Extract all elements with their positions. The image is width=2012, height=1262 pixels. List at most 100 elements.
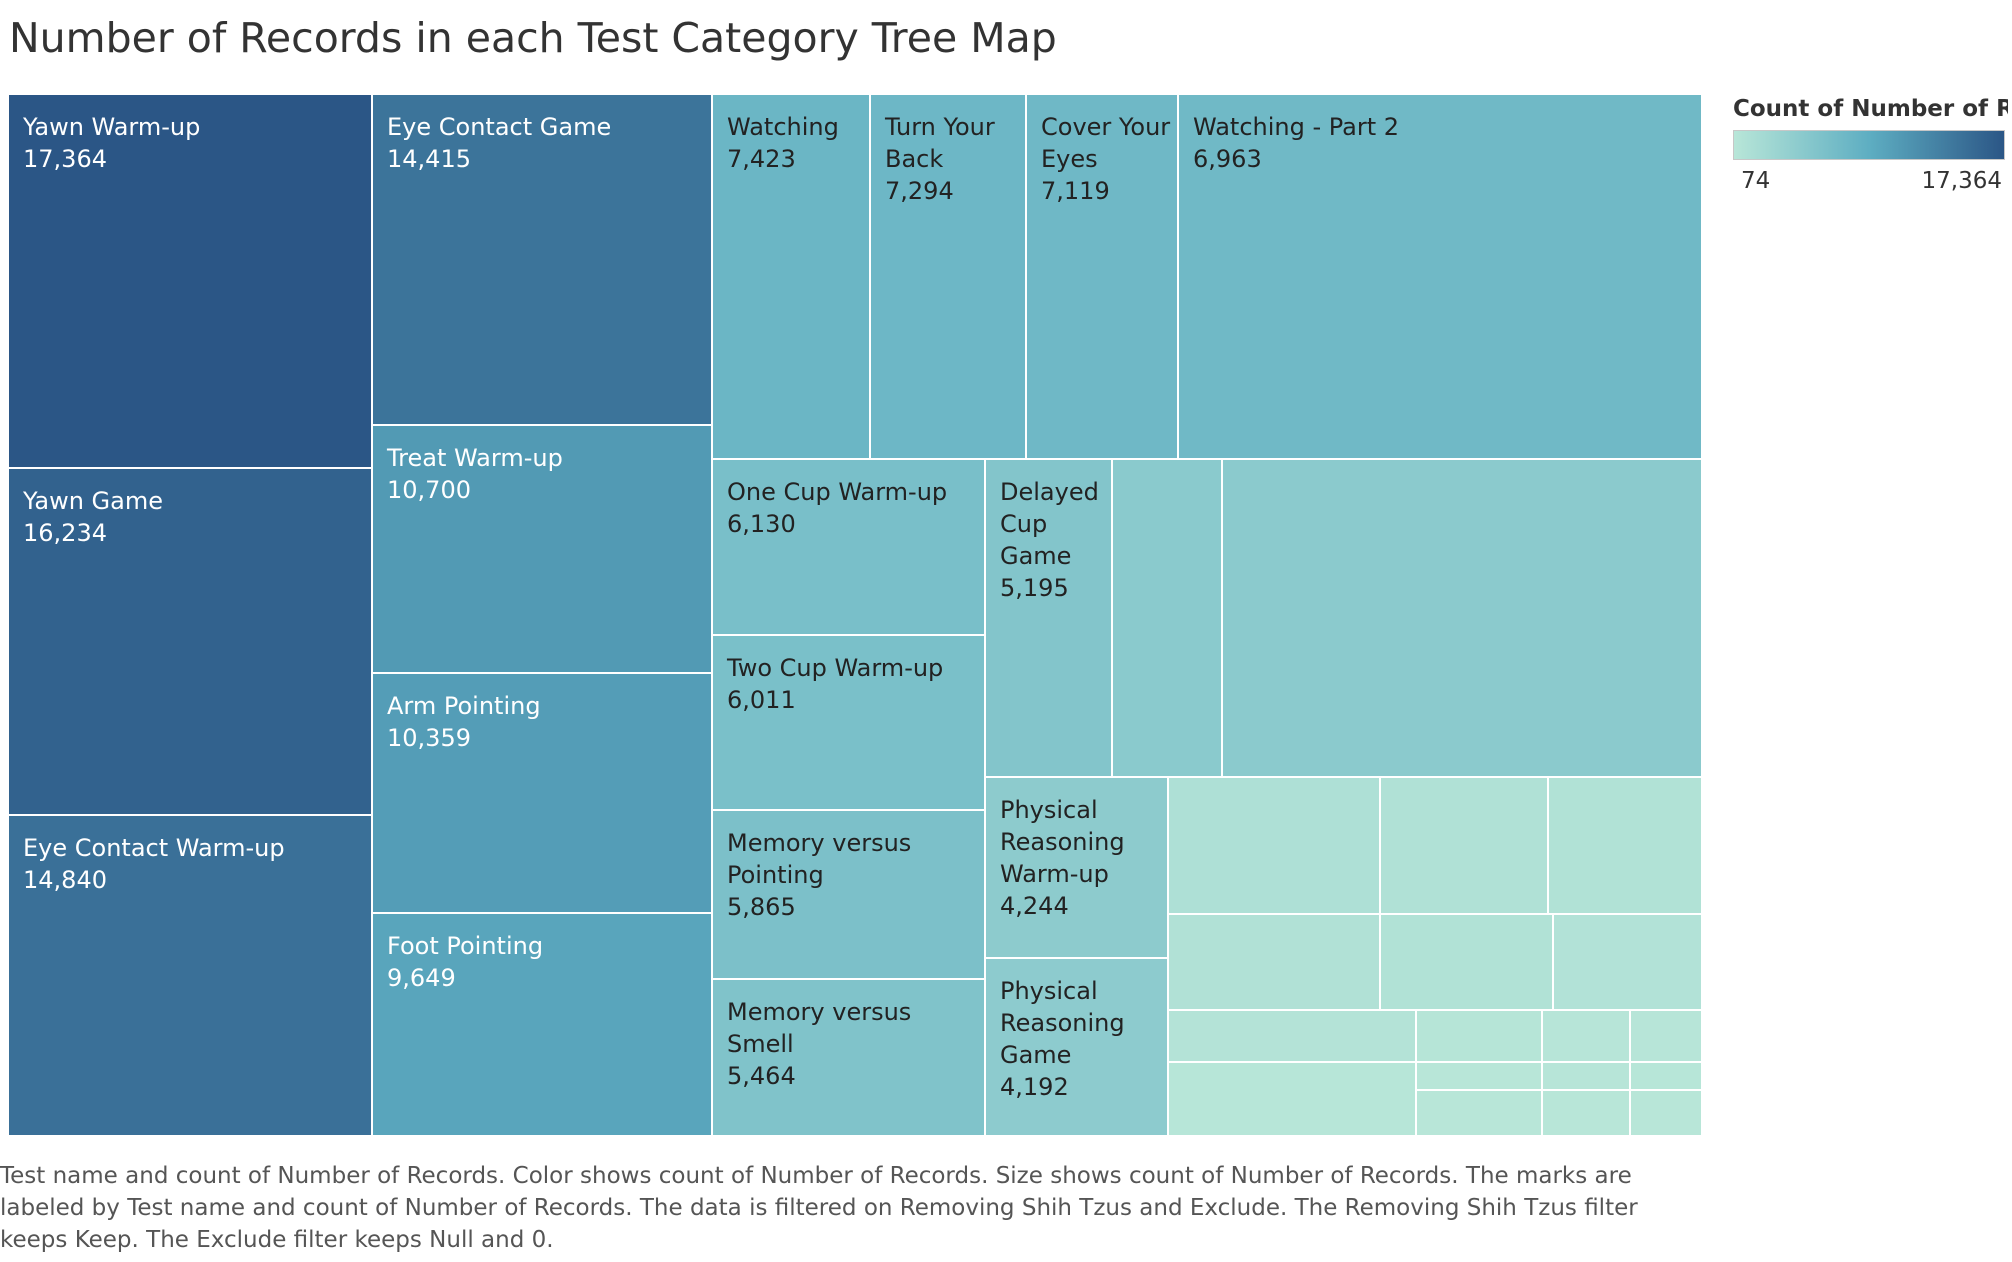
legend-min-label: 74 (1741, 168, 1771, 194)
treemap-cell-value: 14,840 (23, 866, 107, 894)
treemap-cell-name: One Cup Warm-up (727, 478, 948, 506)
treemap-cell-foot-pointing[interactable]: Foot Pointing 9,649 (373, 914, 713, 1137)
treemap-cell-memory-versus-smell[interactable]: Memory versus Smell 5,464 (713, 980, 986, 1137)
treemap-cell-tile-27[interactable] (1169, 1011, 1417, 1063)
treemap-cell-label: Turn Your Back 7,294 (885, 111, 1019, 207)
treemap-cell-label: Memory versus Smell 5,464 (727, 996, 978, 1092)
treemap-cell-tile-29[interactable] (1543, 1011, 1631, 1063)
treemap-cell-tile-35[interactable] (1417, 1091, 1543, 1137)
chart-title: Number of Records in each Test Category … (9, 14, 1057, 62)
treemap-cell-name: Memory versus Smell (727, 998, 912, 1058)
treemap-cell-name: Watching - Part 2 (1193, 113, 1400, 141)
treemap-cell-value: 4,244 (1000, 892, 1069, 920)
treemap-cell-yawn-warm-up[interactable]: Yawn Warm-up 17,364 (9, 95, 373, 469)
treemap-cell-label: Treat Warm-up 10,700 (387, 442, 705, 506)
treemap-cell-tile-17[interactable] (1113, 460, 1223, 778)
treemap-area[interactable]: Yawn Warm-up 17,364 Yawn Game 16,234 Eye Con… (9, 95, 1703, 1137)
treemap-cell-label: One Cup Warm-up 6,130 (727, 476, 978, 540)
treemap-cell-value: 6,011 (727, 686, 796, 714)
treemap-cell-label: Yawn Warm-up 17,364 (23, 111, 365, 175)
treemap-cell-tile-34[interactable] (1631, 1063, 1703, 1091)
treemap-cell-value: 7,294 (885, 177, 954, 205)
treemap-cell-label: Two Cup Warm-up 6,011 (727, 652, 978, 716)
treemap-cell-value: 10,700 (387, 476, 471, 504)
treemap-cell-name: Foot Pointing (387, 932, 544, 960)
treemap-cell-label: Physical Reasoning Game 4,192 (1000, 975, 1161, 1103)
treemap-cell-value: 5,195 (1000, 574, 1069, 602)
treemap-cell-label: Memory versus Pointing 5,865 (727, 827, 978, 923)
treemap-cell-name: Eye Contact Warm-up (23, 834, 285, 862)
treemap-cell-tile-23[interactable] (1549, 778, 1703, 915)
treemap-cell-tile-30[interactable] (1631, 1011, 1703, 1063)
legend-gradient-bar (1733, 130, 2005, 160)
treemap-cell-label: Eye Contact Game 14,415 (387, 111, 705, 175)
treemap-cell-name: Treat Warm-up (387, 444, 563, 472)
treemap-cell-one-cup-warm-up[interactable]: One Cup Warm-up 6,130 (713, 460, 986, 636)
treemap-cell-label: Cover Your Eyes 7,119 (1041, 111, 1171, 207)
treemap-cell-tile-28[interactable] (1417, 1011, 1543, 1063)
treemap-cell-name: Cover Your Eyes (1041, 113, 1171, 173)
treemap-cell-value: 10,359 (387, 724, 471, 752)
treemap-cell-tile-31[interactable] (1169, 1063, 1417, 1137)
treemap-cell-tile-36[interactable] (1543, 1091, 1631, 1137)
treemap-cell-physical-reasoning-game[interactable]: Physical Reasoning Game 4,192 (986, 959, 1169, 1137)
treemap-cell-label: Watching - Part 2 6,963 (1193, 111, 1695, 175)
legend-title: Count of Number of Rec.. (1733, 96, 2008, 122)
treemap-cell-name: Yawn Warm-up (23, 113, 201, 141)
treemap-cell-value: 17,364 (23, 145, 107, 173)
treemap-cell-tile-33[interactable] (1543, 1063, 1631, 1091)
treemap-cell-name: Eye Contact Game (387, 113, 612, 141)
treemap-cell-tile-37[interactable] (1631, 1091, 1703, 1137)
treemap-cell-label: Eye Contact Warm-up 14,840 (23, 832, 365, 896)
color-legend: Count of Number of Rec.. 74 17,364 (1733, 96, 2008, 198)
treemap-cell-value: 16,234 (23, 519, 107, 547)
treemap-cell-label: Physical Reasoning Warm-up 4,244 (1000, 794, 1161, 922)
treemap-cell-watching[interactable]: Watching 7,423 (713, 95, 871, 460)
treemap-cell-value: 7,423 (727, 145, 796, 173)
treemap-cell-label: Delayed Cup Game 5,195 (1000, 476, 1105, 604)
treemap-cell-value: 7,119 (1041, 177, 1110, 205)
treemap-cell-value: 5,464 (727, 1062, 796, 1090)
treemap-cell-delayed-cup-game[interactable]: Delayed Cup Game 5,195 (986, 460, 1113, 778)
legend-max-label: 17,364 (1921, 168, 2002, 194)
treemap-cell-two-cup-warm-up[interactable]: Two Cup Warm-up 6,011 (713, 636, 986, 811)
treemap-cell-tile-26[interactable] (1554, 915, 1703, 1011)
treemap-cell-turn-your-back[interactable]: Turn Your Back 7,294 (871, 95, 1027, 460)
treemap-cell-value: 5,865 (727, 893, 796, 921)
treemap-cell-name: Two Cup Warm-up (727, 654, 944, 682)
treemap-cell-physical-reasoning-warm-up[interactable]: Physical Reasoning Warm-up 4,244 (986, 778, 1169, 959)
treemap-cell-watching-part-2[interactable]: Watching - Part 2 6,963 (1179, 95, 1703, 460)
treemap-cell-tile-32[interactable] (1417, 1063, 1543, 1091)
treemap-cell-tile-18[interactable] (1223, 460, 1703, 778)
treemap-cell-name: Delayed Cup Game (1000, 478, 1099, 570)
treemap-cell-name: Physical Reasoning Warm-up (1000, 796, 1125, 888)
treemap-cell-name: Watching (727, 113, 839, 141)
legend-ticks: 74 17,364 (1733, 168, 2008, 198)
treemap-cell-yawn-game[interactable]: Yawn Game 16,234 (9, 469, 373, 816)
treemap-cell-tile-22[interactable] (1381, 778, 1549, 915)
treemap-cell-value: 6,963 (1193, 145, 1262, 173)
treemap-cell-value: 9,649 (387, 964, 456, 992)
treemap-cell-tile-25[interactable] (1381, 915, 1554, 1011)
chart-caption: Test name and count of Number of Records… (0, 1163, 1638, 1253)
treemap-cell-name: Memory versus Pointing (727, 829, 912, 889)
treemap-cell-memory-versus-pointing[interactable]: Memory versus Pointing 5,865 (713, 811, 986, 980)
treemap-cell-treat-warm-up[interactable]: Treat Warm-up 10,700 (373, 426, 713, 674)
treemap-cell-label: Watching 7,423 (727, 111, 863, 175)
treemap-cell-tile-24[interactable] (1169, 915, 1381, 1011)
treemap-cell-value: 4,192 (1000, 1073, 1069, 1101)
treemap-cell-tile-21[interactable] (1169, 778, 1381, 915)
treemap-cell-label: Arm Pointing 10,359 (387, 690, 705, 754)
treemap-cell-name: Yawn Game (23, 487, 163, 515)
treemap-cell-name: Turn Your Back (885, 113, 995, 173)
treemap-cell-label: Foot Pointing 9,649 (387, 930, 705, 994)
treemap-cell-arm-pointing[interactable]: Arm Pointing 10,359 (373, 674, 713, 914)
treemap-cell-value: 14,415 (387, 145, 471, 173)
treemap-cell-name: Arm Pointing (387, 692, 541, 720)
treemap-cell-value: 6,130 (727, 510, 796, 538)
treemap-cell-eye-contact-game[interactable]: Eye Contact Game 14,415 (373, 95, 713, 426)
treemap-cell-label: Yawn Game 16,234 (23, 485, 365, 549)
treemap-cell-eye-contact-warm-up[interactable]: Eye Contact Warm-up 14,840 (9, 816, 373, 1137)
treemap-cell-cover-your-eyes[interactable]: Cover Your Eyes 7,119 (1027, 95, 1179, 460)
treemap-cell-name: Physical Reasoning Game (1000, 977, 1125, 1069)
